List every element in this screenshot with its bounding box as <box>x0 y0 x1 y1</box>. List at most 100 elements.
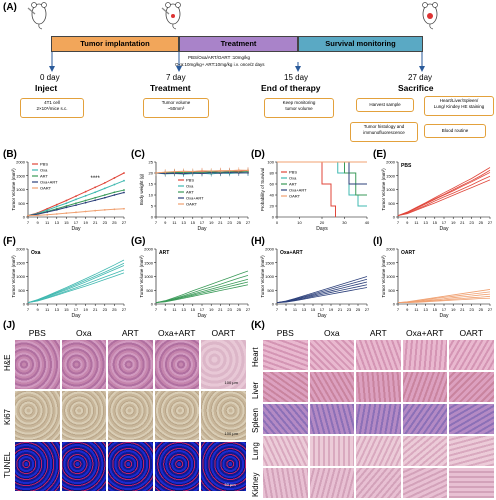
series-line <box>398 297 491 304</box>
x-tick-label: 21 <box>460 307 465 312</box>
micrograph-image <box>449 340 494 370</box>
timeline-arrows <box>49 52 425 72</box>
data-point <box>75 204 77 207</box>
x-tick-label: 30 <box>342 220 347 225</box>
y-tick-label: 1500 <box>386 260 396 265</box>
micrograph-image <box>108 391 153 440</box>
micrograph-image <box>356 340 401 370</box>
event-treatment: Treatment <box>150 83 191 93</box>
x-tick-label: 15 <box>191 220 196 225</box>
micrograph-image <box>402 340 447 370</box>
data-point <box>65 212 68 215</box>
legend-label: ART <box>289 182 297 187</box>
column-label: OART <box>459 328 483 338</box>
x-tick-label: 27 <box>488 307 493 312</box>
legend-label: Oxa+ART <box>40 180 58 185</box>
x-tick-label: 15 <box>64 307 69 312</box>
series-line <box>155 281 249 304</box>
x-tick-label: 23 <box>227 307 232 312</box>
group-label: OART <box>401 250 415 256</box>
series-line <box>155 284 249 304</box>
panel-label-g: (G) <box>131 236 146 247</box>
x-tick-label: 11 <box>293 307 298 312</box>
series-line <box>27 265 125 304</box>
mouse-icon <box>422 2 438 30</box>
series-line <box>397 169 491 217</box>
micrograph-image <box>449 404 494 434</box>
x-tick-label: 11 <box>172 220 177 225</box>
x-tick-label: 27 <box>122 220 127 225</box>
x-tick-label: 13 <box>181 220 186 225</box>
x-axis-label: Day <box>72 226 81 232</box>
x-tick-label: 13 <box>423 220 428 225</box>
x-tick-label: 7 <box>155 220 158 225</box>
box-staining: Heart/Liver/Spleen/Lung/ Kindey HE stain… <box>424 96 494 116</box>
data-point <box>36 214 39 217</box>
series-line <box>397 291 491 304</box>
legend-label: PBS <box>186 178 194 183</box>
panel-label-b: (B) <box>3 149 17 160</box>
x-axis-label: Day <box>440 313 449 319</box>
series-line <box>397 175 491 217</box>
group-label: Oxa+ART <box>280 250 303 256</box>
data-point <box>113 191 116 194</box>
x-tick-label: 25 <box>479 220 484 225</box>
column-label: Oxa+ART <box>406 328 444 338</box>
x-tick-label: 11 <box>45 220 50 225</box>
x-tick-label: 17 <box>200 307 205 312</box>
data-point <box>84 190 87 193</box>
x-tick-label: 15 <box>311 307 316 312</box>
data-point <box>123 172 125 174</box>
group-label: ART <box>159 250 169 256</box>
y-tick-label: 20 <box>270 204 275 209</box>
micrograph-image <box>309 372 354 402</box>
data-point <box>46 211 49 213</box>
x-tick-label: 21 <box>460 220 465 225</box>
x-tick-label: 25 <box>112 307 117 312</box>
data-point <box>103 187 106 190</box>
event-end-therapy: End of therapy <box>261 83 321 93</box>
micrograph-image <box>61 391 106 440</box>
series-line <box>397 167 491 216</box>
x-tick-label: 13 <box>55 307 60 312</box>
row-label: Ki67 <box>3 408 12 425</box>
y-tick-label: 0 <box>272 302 275 307</box>
series-line <box>397 289 491 304</box>
micrograph-image <box>356 468 401 498</box>
data-point <box>94 191 97 194</box>
column-label: Oxa+ART <box>158 328 196 338</box>
box-histology: Tumor histology and immunofluorescence <box>350 122 418 142</box>
y-tick-label: 500 <box>388 201 395 206</box>
x-tick-label: 15 <box>191 307 196 312</box>
micrograph-image <box>309 436 354 466</box>
panel-label-c: (C) <box>131 149 145 160</box>
y-axis-label: Tumor Volume (mm³) <box>11 255 16 298</box>
row-label: Spleen <box>251 407 260 433</box>
data-point <box>84 201 87 204</box>
legend-label: Oxa <box>40 168 48 173</box>
phase-implantation: Tumor implantation <box>51 36 179 52</box>
x-tick-label: 17 <box>442 307 447 312</box>
series-line <box>397 179 491 217</box>
data-point <box>123 189 125 191</box>
data-point <box>113 183 116 186</box>
y-tick-label: 1500 <box>386 173 396 178</box>
legend-label: ART <box>186 190 194 195</box>
y-tick-label: 1000 <box>265 274 275 279</box>
data-point <box>46 207 49 210</box>
y-tick-label: 500 <box>388 288 395 293</box>
x-tick-label: 13 <box>423 307 428 312</box>
micrograph-image <box>309 340 354 370</box>
series-line <box>27 272 125 304</box>
panel-label-e: (E) <box>373 149 387 160</box>
legend-label: Oxa <box>289 176 297 181</box>
x-tick-label: 25 <box>237 220 242 225</box>
box-blood: Blood routine <box>424 124 486 138</box>
x-tick-label: 9 <box>406 220 409 225</box>
x-tick-label: 15 <box>433 220 438 225</box>
legend-label: OART <box>40 186 52 191</box>
micrograph-image <box>356 436 401 466</box>
micrograph-image <box>61 340 106 389</box>
day-7: 7 day <box>166 73 186 82</box>
x-tick-label: 25 <box>356 307 361 312</box>
